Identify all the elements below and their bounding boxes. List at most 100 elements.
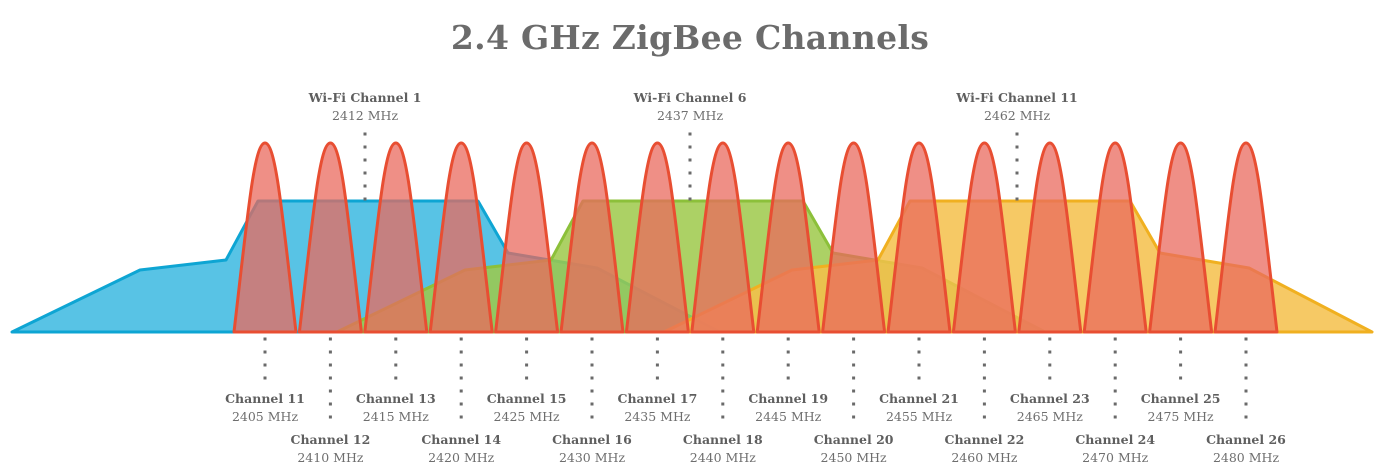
zigbee-channel-label-name: Channel 24 [1075,432,1155,447]
dotted-guide [459,337,463,341]
dotted-guide [786,363,790,367]
zigbee-channel-label-name: Channel 21 [879,391,959,406]
dotted-guide [1179,350,1183,354]
diagram-title: 2.4 GHz ZigBee Channels [450,18,930,57]
dotted-guide [688,197,692,201]
zigbee-lobe [886,141,952,334]
zigbee-channel-label-frequency: 2430 MHz [559,450,625,465]
zigbee-channel-label-frequency: 2450 MHz [821,450,887,465]
dotted-guide [982,363,986,367]
dotted-guide [1244,363,1248,367]
wifi-channel-label-name: Wi-Fi Channel 11 [955,90,1078,105]
zigbee-channel-label-frequency: 2445 MHz [755,409,821,424]
dotted-guide [263,363,267,367]
dotted-guide [655,337,659,341]
zigbee-channel-label-frequency: 2480 MHz [1213,450,1279,465]
dotted-guide [328,363,332,367]
dotted-guide [1048,363,1052,367]
dotted-guide [917,363,921,367]
wifi-channel-label-frequency: 2462 MHz [984,108,1050,123]
zigbee-channel-label-frequency: 2410 MHz [297,450,363,465]
dotted-guide [394,363,398,367]
dotted-guide [721,337,725,341]
dotted-guide [525,350,529,354]
dotted-guide [363,184,367,188]
dotted-guide [1015,184,1019,188]
dotted-guide [394,350,398,354]
dotted-guide [1244,415,1248,419]
dotted-guide [982,389,986,393]
dotted-guide [363,132,367,136]
dotted-guide [688,184,692,188]
dotted-guide [328,350,332,354]
dotted-guide [525,337,529,341]
dotted-guide [1015,158,1019,162]
dotted-guide [721,402,725,406]
zigbee-lobe [951,141,1017,334]
zigbee-channel-label-name: Channel 11 [225,391,305,406]
dotted-guide [1113,389,1117,393]
dotted-guide [590,376,594,380]
dotted-guide [328,376,332,380]
zigbee-channel-label-frequency: 2475 MHz [1148,409,1214,424]
dotted-guide [328,415,332,419]
wifi-channel-label-frequency: 2437 MHz [657,108,723,123]
zigbee-lobe [297,141,363,334]
zigbee-channel-label-name: Channel 20 [814,432,894,447]
dotted-guide [363,158,367,162]
dotted-guide [394,376,398,380]
zigbee-channel-label-frequency: 2470 MHz [1082,450,1148,465]
labels-layer: Wi-Fi Channel 1 2412 MHz Wi-Fi Channel 6 24… [225,90,1286,465]
dotted-guide [459,363,463,367]
dotted-guide [1179,376,1183,380]
dotted-guide [786,350,790,354]
zigbee-lobe [690,141,756,334]
dotted-guide [590,350,594,354]
zigbee-channel-label-name: Channel 13 [356,391,436,406]
dotted-guide [688,158,692,162]
zigbee-channel-label-name: Channel 26 [1206,432,1286,447]
dotted-guide [1015,171,1019,175]
dotted-guide [525,363,529,367]
zigbee-lobe [755,141,821,334]
zigbee-channel-label-frequency: 2465 MHz [1017,409,1083,424]
zigbee-lobe [1148,141,1214,334]
dotted-guide [1015,145,1019,149]
dotted-guide [917,376,921,380]
zigbee-lobe [1017,141,1083,334]
dotted-guide [721,415,725,419]
dotted-guide [459,402,463,406]
zigbee-channel-label-frequency: 2415 MHz [363,409,429,424]
dotted-guide [688,145,692,149]
wifi-channel-label-frequency: 2412 MHz [332,108,398,123]
dotted-guide [363,171,367,175]
dotted-guide [786,337,790,341]
dotted-guide [590,337,594,341]
zigbee-channel-label-name: Channel 17 [618,391,698,406]
dotted-guide [328,389,332,393]
dotted-guide [721,363,725,367]
dotted-guide [328,402,332,406]
zigbee-channel-label-frequency: 2405 MHz [232,409,298,424]
dotted-guide [263,350,267,354]
dotted-guide [263,337,267,341]
dotted-guide [721,350,725,354]
dotted-guide [1015,197,1019,201]
dotted-guide [852,402,856,406]
zigbee-lobe [821,141,887,334]
dotted-guide [721,376,725,380]
dotted-guide [982,350,986,354]
dotted-guide [852,350,856,354]
zigbee-channel-label-frequency: 2460 MHz [951,450,1017,465]
dotted-guide [917,350,921,354]
dotted-guide [1179,363,1183,367]
dotted-guide [688,132,692,136]
dotted-guide [459,376,463,380]
dotted-guide [1113,337,1117,341]
dotted-guide [982,402,986,406]
zigbee-lobe [559,141,625,334]
dotted-guide [1113,402,1117,406]
zigbee-channel-label-name: Channel 19 [748,391,828,406]
markers-layer [263,132,1248,419]
